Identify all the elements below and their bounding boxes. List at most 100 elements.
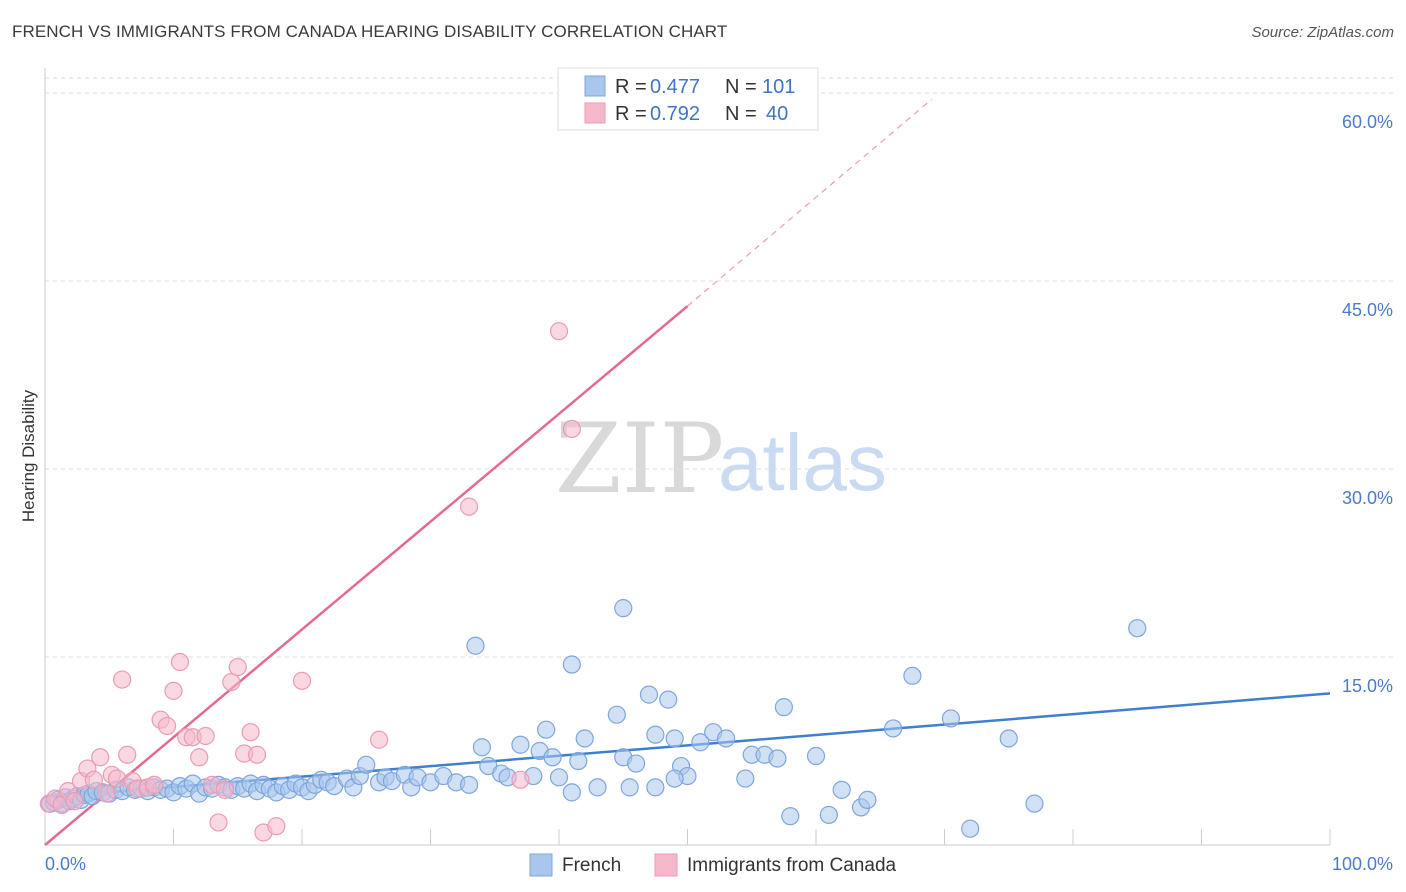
immigrants-point-39 <box>511 770 530 789</box>
legend-r-label-french: R = <box>615 76 647 98</box>
immigrants-point-38 <box>459 497 479 516</box>
chart-source: Source: ZipAtlas.com <box>1251 24 1394 41</box>
y-tick-label-45: 45.0% <box>1342 300 1393 320</box>
bottom-legend-swatch-immigrants <box>654 853 678 877</box>
y-tick-labels: 15.0% 30.0% 45.0% 60.0% <box>1342 112 1393 696</box>
french-point-78 <box>607 705 626 724</box>
immigrants-point-13 <box>118 745 137 764</box>
immigrants-point-28 <box>215 780 234 799</box>
series-french-points <box>41 599 1147 838</box>
french-point-85 <box>665 729 684 748</box>
french-point-105 <box>961 819 980 838</box>
legend-r-label-immigrants: R = <box>615 103 647 125</box>
grid <box>45 77 1393 658</box>
french-point-91 <box>736 769 755 788</box>
immigrants-point-7 <box>84 770 103 789</box>
french-point-88 <box>691 733 710 752</box>
immigrants-point-17 <box>145 775 164 794</box>
french-point-110 <box>562 655 581 674</box>
french-point-84 <box>659 690 678 709</box>
french-point-90 <box>716 729 736 748</box>
immigrants-point-29 <box>222 672 241 692</box>
immigrants-point-20 <box>164 681 183 700</box>
french-point-97 <box>806 746 826 766</box>
chart-title: FRENCH VS IMMIGRANTS FROM CANADA HEARING… <box>12 22 728 41</box>
immigrants-point-12 <box>112 670 132 689</box>
french-point-98 <box>819 805 838 825</box>
french-point-106 <box>999 729 1018 748</box>
legend-n-value-immigrants: 40 <box>766 103 788 125</box>
legend-n-label-french: N = <box>725 76 757 98</box>
bottom-legend: French Immigrants from Canada <box>529 853 897 877</box>
immigrants-point-24 <box>190 748 209 767</box>
french-point-76 <box>575 729 594 748</box>
immigrants-point-4 <box>65 792 84 811</box>
legend: R = 0.477 N = 101 R = 0.792 N = 40 <box>557 67 819 131</box>
french-point-71 <box>537 720 556 739</box>
french-point-75 <box>569 751 588 771</box>
immigrants-point-37 <box>370 730 389 749</box>
legend-swatch-immigrants <box>584 102 606 124</box>
french-point-68 <box>511 735 530 754</box>
y-tick-label-30: 30.0% <box>1342 488 1393 508</box>
immigrants-point-25 <box>196 726 215 746</box>
french-point-82 <box>639 685 659 704</box>
bottom-legend-label-immigrants: Immigrants from Canada <box>687 855 897 876</box>
french-point-96 <box>781 807 800 826</box>
y-axis-label: Hearing Disability <box>19 389 38 522</box>
x-tick-label-0: 0.0% <box>45 854 86 874</box>
french-point-95 <box>774 698 793 717</box>
trend-line-immigrants <box>44 305 689 846</box>
french-point-104 <box>941 709 961 728</box>
y-tick-label-60: 60.0% <box>1342 112 1393 132</box>
trend-line-immigrants-extension <box>687 98 933 307</box>
watermark-atlas: atlas <box>718 418 887 507</box>
french-point-112 <box>646 778 665 797</box>
immigrants-point-27 <box>209 813 228 832</box>
legend-n-value-french: 101 <box>762 76 795 98</box>
french-point-83 <box>646 725 665 744</box>
french-point-107 <box>1025 794 1044 813</box>
french-point-77 <box>588 778 607 797</box>
watermark: ZIP atlas <box>555 403 887 515</box>
watermark-zip: ZIP <box>555 403 724 515</box>
immigrants-point-21 <box>170 652 190 672</box>
french-point-102 <box>883 719 903 738</box>
french-point-109 <box>466 636 485 655</box>
immigrants-point-32 <box>241 723 260 742</box>
french-point-99 <box>832 780 851 799</box>
immigrants-point-9 <box>97 784 116 803</box>
french-point-72 <box>543 748 562 767</box>
immigrants-point-30 <box>228 657 247 677</box>
x-ticks <box>44 829 1331 845</box>
french-point-80 <box>620 778 639 797</box>
immigrants-point-8 <box>91 748 110 767</box>
bottom-legend-label-french: French <box>562 855 621 876</box>
legend-r-value-french: 0.477 <box>650 76 700 98</box>
french-point-81 <box>626 754 646 773</box>
french-point-103 <box>903 666 922 685</box>
series-immigrants-points <box>39 83 594 842</box>
french-point-111 <box>614 599 633 618</box>
french-point-73 <box>549 768 569 787</box>
legend-swatch-french <box>584 75 606 97</box>
immigrants-point-35 <box>267 817 286 836</box>
french-point-94 <box>768 749 787 768</box>
immigrants-point-11 <box>107 769 127 788</box>
french-point-64 <box>472 738 491 757</box>
immigrants-point-19 <box>157 716 177 736</box>
y-tick-label-15: 15.0% <box>1342 676 1393 696</box>
french-point-101 <box>858 790 877 809</box>
immigrants-point-33 <box>247 745 267 764</box>
immigrants-point-41 <box>562 419 581 439</box>
x-tick-label-100: 100.0% <box>1332 854 1393 874</box>
legend-r-value-immigrants: 0.792 <box>650 103 700 125</box>
french-point-108 <box>1128 619 1147 638</box>
french-point-113 <box>665 769 684 788</box>
bottom-legend-swatch-french <box>529 853 553 877</box>
french-point-74 <box>562 783 581 802</box>
french-point-63 <box>459 775 479 794</box>
french-point-53 <box>357 755 376 774</box>
immigrants-point-40 <box>549 322 569 341</box>
